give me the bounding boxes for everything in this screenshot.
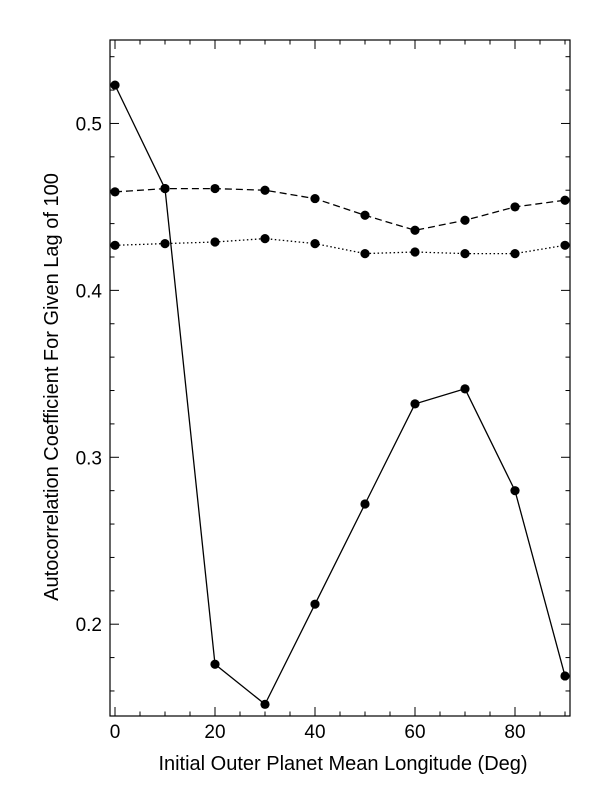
data-point [260, 699, 270, 709]
data-point [460, 384, 470, 394]
y-tick-label: 0.5 [76, 114, 102, 135]
data-point [560, 671, 570, 681]
tick-group [110, 40, 570, 716]
series-line-dotted [114, 237, 566, 255]
series-line-group [114, 84, 566, 706]
data-point [460, 249, 470, 259]
data-point [260, 185, 270, 195]
data-point [310, 239, 320, 249]
y-tick-label: 0.4 [76, 281, 103, 302]
data-point [410, 247, 420, 257]
point-group [110, 80, 570, 709]
x-tick-label: 20 [204, 722, 225, 743]
data-point [360, 249, 370, 259]
y-tick-label: 0.3 [76, 448, 102, 469]
data-point [210, 237, 220, 247]
data-point [410, 399, 420, 409]
data-point [310, 599, 320, 609]
x-tick-label: 40 [304, 722, 325, 743]
series-line-dashed [114, 187, 566, 231]
data-point [210, 183, 220, 194]
data-point [510, 486, 520, 496]
data-point [110, 187, 120, 197]
x-tick-label: 80 [504, 722, 525, 743]
data-point [360, 210, 370, 220]
data-point [160, 183, 170, 194]
data-point [410, 225, 420, 235]
data-point [160, 239, 170, 249]
data-point [510, 249, 520, 259]
x-tick-label: 60 [404, 722, 425, 743]
data-point [460, 215, 470, 225]
plot-frame [109, 39, 571, 717]
data-point [560, 240, 570, 250]
y-tick-label: 0.2 [76, 615, 102, 636]
data-point [310, 193, 320, 204]
x-axis-label: Initial Outer Planet Mean Longitude (Deg… [158, 753, 527, 775]
data-point [210, 659, 220, 669]
data-point [510, 202, 520, 212]
y-axis-label: Autocorrelation Coefficient For Given La… [41, 173, 63, 601]
data-point [110, 80, 120, 90]
tick-label-group: 0 20 40 60 80 0.2 0.3 0.4 0.5 [76, 114, 526, 743]
x-tick-label: 0 [110, 722, 121, 743]
series-line-solid [114, 84, 566, 706]
data-point [360, 499, 370, 509]
data-point [260, 234, 270, 244]
data-point [560, 195, 570, 205]
data-point [110, 240, 120, 250]
